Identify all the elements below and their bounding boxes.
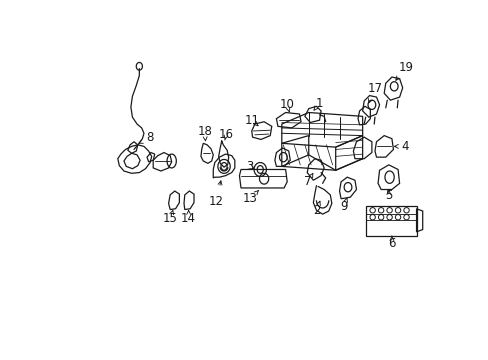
Text: 18: 18 <box>197 125 212 138</box>
Text: 4: 4 <box>401 140 408 153</box>
Text: 5: 5 <box>385 189 392 202</box>
Text: 7: 7 <box>304 175 311 188</box>
Text: 16: 16 <box>219 127 233 140</box>
Text: 12: 12 <box>208 194 224 208</box>
Text: 2: 2 <box>312 204 320 217</box>
Text: 11: 11 <box>244 114 259 127</box>
Text: 19: 19 <box>398 60 413 73</box>
Text: 17: 17 <box>366 82 382 95</box>
Text: 13: 13 <box>243 192 257 205</box>
Text: 9: 9 <box>340 200 347 213</box>
Text: 8: 8 <box>146 131 154 144</box>
Text: 10: 10 <box>279 98 294 111</box>
Text: 15: 15 <box>163 212 177 225</box>
Text: 3: 3 <box>245 160 253 173</box>
Text: 1: 1 <box>315 97 323 110</box>
Text: 14: 14 <box>181 212 196 225</box>
Text: 6: 6 <box>387 237 395 250</box>
